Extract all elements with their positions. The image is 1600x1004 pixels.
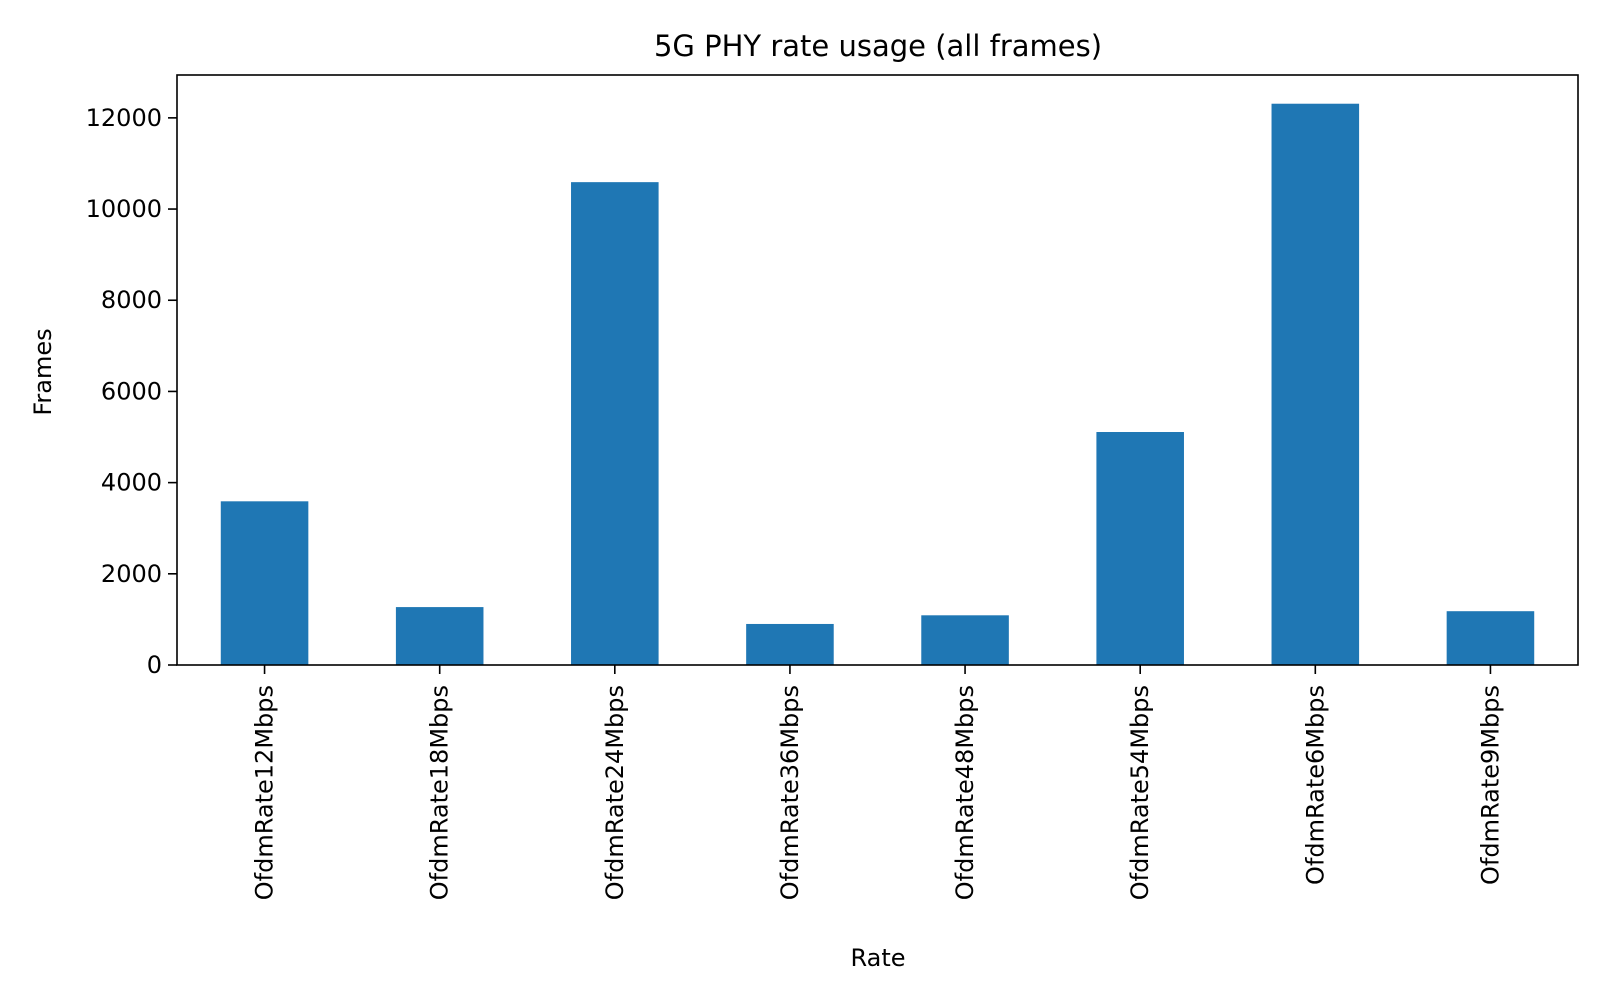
x-tick-label: OfdmRate9Mbps xyxy=(1476,685,1504,885)
bar-OfdmRate6Mbps xyxy=(1271,103,1360,666)
x-tick-label: OfdmRate6Mbps xyxy=(1301,685,1329,885)
x-tick-label: OfdmRate48Mbps xyxy=(951,685,979,900)
bar-OfdmRate9Mbps xyxy=(1446,611,1535,665)
x-tick-label: OfdmRate24Mbps xyxy=(601,685,629,900)
y-tick-label: 2000 xyxy=(101,560,162,588)
x-tick-label: OfdmRate12Mbps xyxy=(251,685,279,900)
bar-OfdmRate48Mbps xyxy=(921,615,1009,665)
y-tick-label: 8000 xyxy=(101,286,162,314)
plot-area-frame xyxy=(176,74,1579,666)
x-tick-label: OfdmRate36Mbps xyxy=(776,685,804,900)
chart-title: 5G PHY rate usage (all frames) xyxy=(654,29,1102,63)
x-tick-label: OfdmRate18Mbps xyxy=(426,685,454,900)
y-tick-label: 10000 xyxy=(86,195,162,223)
y-tick-label: 12000 xyxy=(86,104,162,132)
bar-OfdmRate54Mbps xyxy=(1096,432,1184,665)
x-axis-ticks: OfdmRate12Mbps OfdmRate18Mbps OfdmRate24Mb… xyxy=(251,665,1504,900)
y-tick-label: 4000 xyxy=(101,469,162,497)
y-tick-label: 0 xyxy=(147,651,162,679)
bars xyxy=(220,103,1535,666)
bar-OfdmRate12Mbps xyxy=(220,501,309,665)
y-axis-label: Frames xyxy=(29,328,57,415)
bar-OfdmRate18Mbps xyxy=(395,607,484,665)
y-tick-label: 6000 xyxy=(101,377,162,405)
bar-OfdmRate36Mbps xyxy=(746,623,834,665)
x-tick-label: OfdmRate54Mbps xyxy=(1126,685,1154,900)
bar-OfdmRate24Mbps xyxy=(571,182,659,665)
y-axis-ticks: 0 2000 4000 6000 8000 10000 12000 xyxy=(86,104,177,679)
x-axis-label: Rate xyxy=(850,944,905,972)
